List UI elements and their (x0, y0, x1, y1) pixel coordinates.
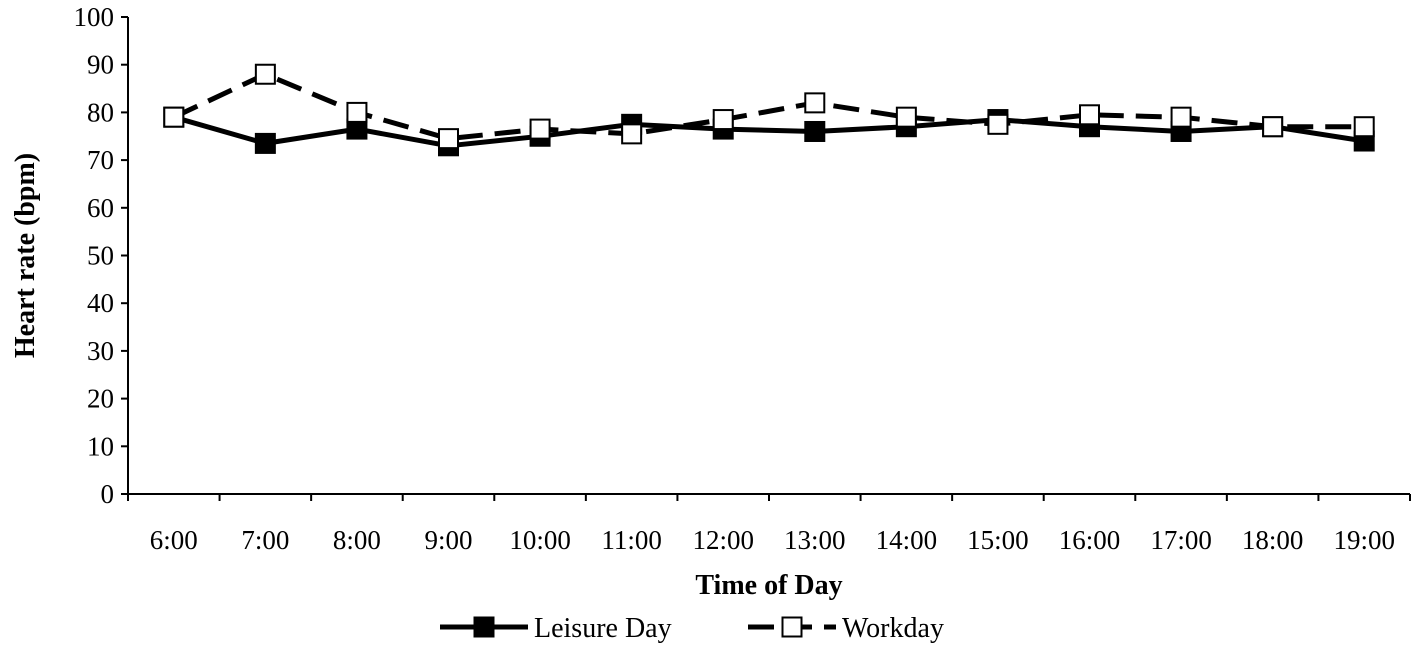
x-tick-label: 19:00 (1333, 525, 1395, 555)
data-point (254, 63, 276, 85)
data-point (163, 106, 185, 128)
data-point (254, 132, 276, 154)
y-tick-label: 40 (87, 288, 114, 318)
x-tick-label: 12:00 (692, 525, 754, 555)
legend-item: Workday (748, 613, 944, 644)
y-tick-label: 50 (87, 241, 114, 271)
series-line (173, 114, 1365, 149)
x-tick-label: 8:00 (333, 525, 381, 555)
x-tick-label: 16:00 (1059, 525, 1121, 555)
y-tick-label: 70 (87, 145, 114, 175)
x-tick-label: 7:00 (241, 525, 289, 555)
y-tick-label: 90 (87, 50, 114, 80)
x-tick-label: 15:00 (967, 525, 1029, 555)
data-point (712, 109, 734, 131)
y-tick-label: 100 (74, 2, 115, 32)
data-point (1079, 104, 1100, 126)
data-point (804, 92, 826, 114)
x-tick-label: 10:00 (509, 525, 571, 555)
x-tick-label: 17:00 (1150, 525, 1212, 555)
legend-label: Workday (842, 613, 944, 644)
series (163, 63, 1375, 157)
y-tick-label: 30 (87, 336, 114, 366)
series-line (172, 71, 1365, 142)
x-tick-label: 6:00 (150, 525, 198, 555)
series-workday (163, 63, 1375, 150)
data-point (529, 118, 551, 140)
x-axis-title: Time of Day (695, 570, 842, 601)
data-point (895, 106, 917, 128)
y-tick-label: 60 (87, 193, 114, 223)
x-tick-label: 9:00 (424, 525, 472, 555)
data-point (1262, 116, 1284, 138)
data-point (987, 113, 1009, 135)
legend-item: Leisure Day (440, 613, 672, 644)
legend-marker (781, 616, 803, 638)
axes (127, 17, 1410, 495)
data-point (1353, 116, 1375, 138)
y-axis-title: Heart rate (bpm) (10, 153, 41, 358)
data-point (346, 101, 368, 123)
data-point (621, 123, 643, 145)
y-axis-ticks: 0 10 20 30 40 50 60 70 80 90 100 (74, 2, 128, 509)
y-tick-label: 10 (87, 431, 114, 461)
data-point (1170, 106, 1192, 128)
legend-marker (473, 616, 495, 638)
x-tick-label: 18:00 (1242, 525, 1304, 555)
x-axis-ticks: 6:00 7:00 8:00 9:00 10:00 11:00 12:00 13:00 14:0… (127, 494, 1411, 555)
x-tick-label: 13:00 (784, 525, 846, 555)
y-tick-label: 0 (101, 479, 115, 509)
legend-label: Leisure Day (534, 613, 672, 644)
legend: Leisure Day Workday (440, 613, 944, 644)
data-point (438, 128, 459, 150)
data-point (804, 120, 826, 142)
y-tick-label: 20 (87, 384, 114, 414)
y-tick-label: 80 (87, 97, 114, 127)
x-tick-label: 11:00 (601, 525, 662, 555)
x-tick-label: 14:00 (876, 525, 938, 555)
series-leisure-day (163, 106, 1375, 157)
